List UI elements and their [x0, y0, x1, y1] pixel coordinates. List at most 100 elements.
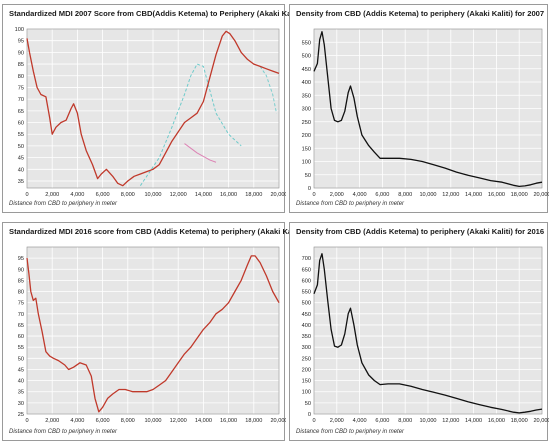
y-tick-label: 85: [18, 62, 24, 68]
x-tick-label: 8,000: [121, 418, 135, 424]
x-tick-label: 12,000: [442, 192, 459, 198]
x-tick-label: 14,000: [195, 192, 212, 198]
y-tick-label: 35: [18, 390, 24, 396]
x-tick-label: 8,000: [398, 418, 412, 424]
x-tick-label: 20,000: [533, 418, 549, 424]
chart-title: Standardized MDI 2016 score from CBD (Ad…: [9, 227, 304, 236]
y-tick-label: 250: [302, 356, 311, 362]
y-tick-label: 100: [302, 390, 311, 396]
x-tick-label: 18,000: [245, 418, 262, 424]
x-tick-label: 2,000: [45, 418, 59, 424]
y-tick-label: 30: [18, 401, 24, 407]
x-tick-label: 10,000: [419, 418, 436, 424]
y-tick-label: 45: [18, 367, 24, 373]
y-tick-label: 65: [18, 323, 24, 329]
x-tick-label: 16,000: [220, 418, 237, 424]
x-tick-label: 14,000: [195, 418, 212, 424]
x-tick-label: 10,000: [419, 192, 436, 198]
x-tick-label: 10,000: [144, 192, 161, 198]
y-tick-label: 55: [18, 345, 24, 351]
y-tick-label: 500: [302, 301, 311, 307]
y-tick-label: 300: [302, 345, 311, 351]
x-tick-label: 2,000: [330, 192, 344, 198]
y-tick-label: 85: [18, 278, 24, 284]
mdi-2016-panel: Standardized MDI 2016 score from CBD (Ad…: [2, 222, 304, 441]
y-tick-label: 55: [18, 132, 24, 138]
x-tick-label: 10,000: [144, 418, 161, 424]
y-tick-label: 50: [305, 173, 311, 179]
plot-frame: [26, 246, 280, 415]
series-line: [26, 30, 280, 187]
x-tick-label: 14,000: [465, 192, 482, 198]
x-tick-label: 0: [312, 192, 315, 198]
overlay-trace-pink: [184, 143, 217, 163]
x-tick-label: 20,000: [533, 192, 549, 198]
x-tick-label: 12,000: [170, 418, 187, 424]
y-tick-label: 500: [302, 54, 311, 60]
x-tick-label: 20,000: [270, 418, 286, 424]
plot-frame: [313, 246, 543, 415]
x-tick-label: 8,000: [121, 192, 135, 198]
overlay-trace-teal-right: [259, 66, 277, 114]
x-tick-label: 16,000: [488, 418, 505, 424]
y-tick-label: 50: [305, 401, 311, 407]
x-tick-label: 0: [312, 418, 315, 424]
x-tick-label: 18,000: [511, 418, 528, 424]
y-tick-label: 300: [302, 107, 311, 113]
y-tick-label: 60: [18, 334, 24, 340]
x-axis-label: Distance from CBD to periphery in meter: [9, 201, 118, 207]
x-tick-label: 8,000: [398, 192, 412, 198]
y-tick-label: 650: [302, 267, 311, 273]
chart-title: Density from CBD (Addis Ketema) to perip…: [296, 227, 545, 236]
chart-mdi-2016: 25 30 35 40 45 50 55 60 65 70 75 80 85 90 95 0 2,000 4,00…: [18, 246, 286, 424]
plot-frame: [313, 28, 543, 189]
plot-frame: [26, 28, 280, 189]
y-tick-label: 450: [302, 312, 311, 318]
series-line: [313, 253, 543, 414]
y-tick-label: 95: [18, 256, 24, 262]
density-2016-panel: Density from CBD (Addis Ketema) to perip…: [289, 222, 549, 441]
y-tick-label: 50: [18, 144, 24, 150]
x-tick-label: 4,000: [70, 418, 84, 424]
y-tick-label: 450: [302, 67, 311, 73]
x-tick-label: 6,000: [96, 418, 110, 424]
y-tick-label: 350: [302, 93, 311, 99]
x-tick-label: 18,000: [245, 192, 262, 198]
chart-title: Standardized MDI 2007 Score from CBD(Add…: [9, 9, 303, 18]
x-tick-label: 14,000: [465, 418, 482, 424]
y-tick-label: 400: [302, 80, 311, 86]
chart-density-2007: 0 50 100 150 200 250 300 350 400 450 500 550 0 2,000 4…: [302, 28, 549, 198]
y-tick-label: 400: [302, 323, 311, 329]
y-tick-label: 45: [18, 156, 24, 162]
x-tick-label: 6,000: [96, 192, 110, 198]
y-tick-label: 700: [302, 256, 311, 262]
x-tick-label: 6,000: [375, 418, 389, 424]
y-tick-label: 40: [18, 167, 24, 173]
y-tick-label: 90: [18, 267, 24, 273]
x-tick-label: 4,000: [70, 192, 84, 198]
x-tick-label: 4,000: [353, 192, 367, 198]
y-tick-label: 150: [302, 379, 311, 385]
y-tick-label: 550: [302, 40, 311, 46]
y-tick-label: 75: [18, 85, 24, 91]
series-line: [26, 255, 280, 413]
chart-title: Density from CBD (Addis Ketema) to perip…: [296, 9, 545, 18]
y-tick-label: 80: [18, 74, 24, 80]
y-tick-label: 200: [302, 133, 311, 139]
x-tick-label: 2,000: [330, 418, 344, 424]
y-tick-label: 0: [308, 186, 311, 192]
y-tick-label: 250: [302, 120, 311, 126]
series-line: [313, 31, 543, 188]
x-tick-label: 4,000: [353, 418, 367, 424]
y-tick-label: 0: [308, 412, 311, 418]
y-tick-label: 100: [15, 27, 24, 33]
x-tick-label: 6,000: [375, 192, 389, 198]
chart-density-2016: 0 50 100 150 200 250 300 350 400 450 500 550 600 650 7…: [302, 246, 549, 424]
y-tick-label: 25: [18, 412, 24, 418]
mdi-2007-panel: Standardized MDI 2007 Score from CBD(Add…: [2, 4, 303, 213]
x-axis-label: Distance from CBD to periphery in meter: [296, 201, 405, 207]
x-tick-label: 2,000: [45, 192, 59, 198]
x-tick-label: 0: [25, 192, 28, 198]
y-tick-label: 350: [302, 334, 311, 340]
chart-mdi-2007: 35 40 45 50 55 60 65 70 75 80 85 90 95 100 0 2,000 4,000…: [15, 27, 286, 198]
